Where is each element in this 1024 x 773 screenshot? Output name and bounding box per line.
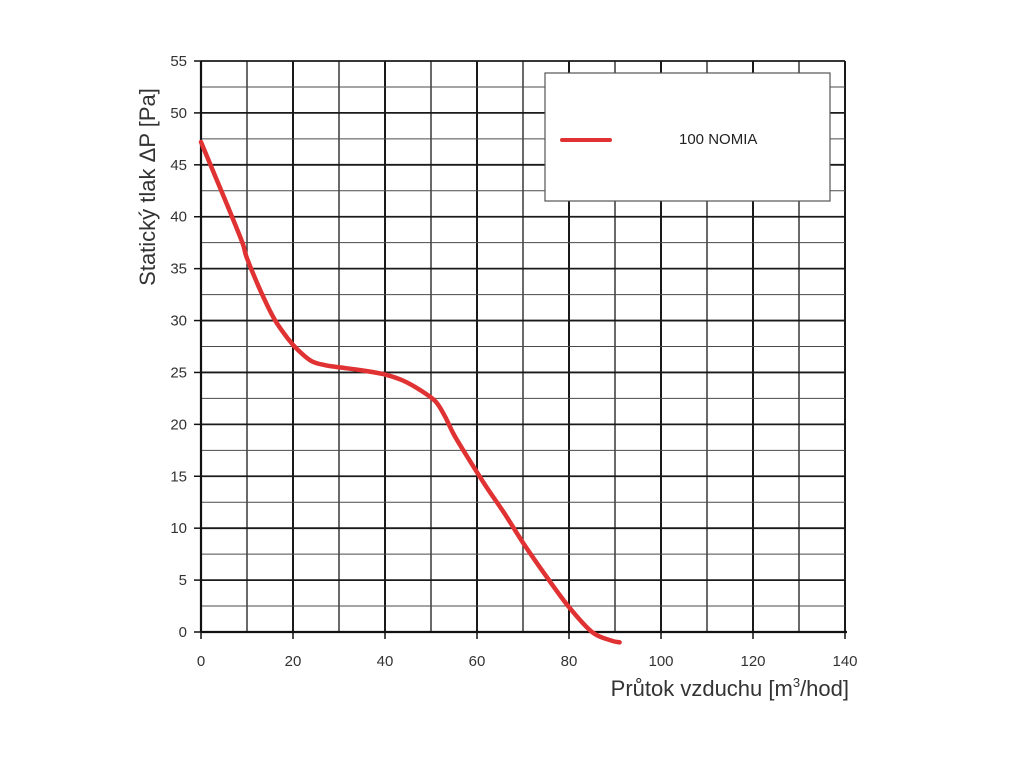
x-tick-label: 120 xyxy=(740,653,765,670)
y-tick-label: 10 xyxy=(170,520,187,537)
y-tick-label: 45 xyxy=(170,157,187,174)
y-tick-label: 55 xyxy=(170,53,187,70)
legend: 100 NOMIA xyxy=(544,72,831,202)
x-tick-label: 140 xyxy=(832,653,857,670)
x-tick-label: 80 xyxy=(561,653,578,670)
series-line-0 xyxy=(198,139,622,645)
y-tick-label: 15 xyxy=(170,468,187,485)
y-tick-label: 0 xyxy=(179,624,187,641)
x-tick-label: 60 xyxy=(469,653,486,670)
y-tick-label: 5 xyxy=(179,572,187,589)
x-tick-label: 0 xyxy=(197,653,205,670)
series-layer xyxy=(198,139,622,645)
y-tick-label: 30 xyxy=(170,313,187,330)
x-axis-title: Průtok vzduchu [m3/hod] xyxy=(611,675,849,701)
y-tick-label: 40 xyxy=(170,209,187,226)
x-tick-label: 20 xyxy=(285,653,302,670)
legend-label: 100 NOMIA xyxy=(679,131,757,148)
y-tick-label: 20 xyxy=(170,416,187,433)
tick-labels: 0 20 40 60 80 100 120 140 0 5 10 15 20 25 30 35 40 45 50 55 xyxy=(170,53,857,670)
y-tick-label: 50 xyxy=(170,105,187,122)
y-tick-label: 35 xyxy=(170,261,187,278)
x-tick-label: 100 xyxy=(648,653,673,670)
legend-box xyxy=(544,72,831,202)
x-tick-label: 40 xyxy=(377,653,394,670)
axes xyxy=(199,61,847,634)
y-tick-label: 25 xyxy=(170,364,187,381)
y-axis-title: Statický tlak ΔP [Pa] xyxy=(135,88,160,286)
